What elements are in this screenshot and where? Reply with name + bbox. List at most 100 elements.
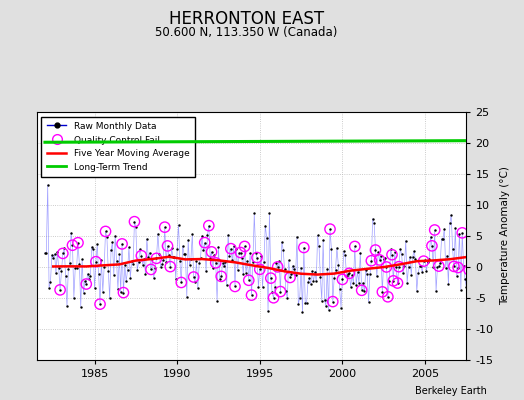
Point: [157, 264, 165, 270]
Point: [68, 242, 77, 248]
Point: [261, 222, 269, 229]
Point: [429, 264, 438, 270]
Point: [456, 286, 465, 293]
Point: [201, 240, 209, 246]
Point: [105, 295, 114, 302]
Point: [188, 231, 196, 237]
Point: [88, 244, 96, 250]
Point: [379, 256, 388, 262]
Point: [67, 230, 75, 236]
Point: [315, 242, 323, 249]
Point: [110, 272, 118, 278]
Point: [245, 277, 253, 284]
Point: [159, 257, 168, 263]
Point: [300, 244, 308, 251]
Point: [337, 304, 345, 311]
Point: [269, 294, 278, 301]
Point: [432, 288, 440, 294]
Point: [428, 243, 436, 249]
Point: [224, 232, 232, 238]
Point: [455, 230, 464, 237]
Point: [349, 280, 357, 286]
Point: [461, 276, 469, 282]
Point: [184, 237, 192, 244]
Point: [390, 249, 399, 256]
Point: [238, 255, 246, 262]
Point: [460, 263, 468, 269]
Point: [45, 284, 53, 291]
Point: [449, 246, 457, 252]
Point: [320, 296, 329, 303]
Point: [209, 265, 217, 272]
Point: [241, 243, 249, 250]
Point: [442, 264, 450, 271]
Point: [374, 249, 383, 255]
Point: [104, 268, 113, 274]
Point: [216, 276, 224, 282]
Point: [401, 237, 410, 244]
Point: [427, 233, 435, 240]
Point: [403, 279, 411, 286]
Point: [119, 290, 128, 296]
Point: [89, 246, 97, 252]
Point: [375, 257, 384, 263]
Point: [348, 272, 356, 278]
Point: [190, 274, 198, 280]
Point: [338, 276, 346, 282]
Point: [451, 225, 460, 231]
Point: [423, 258, 432, 265]
Point: [198, 232, 206, 239]
Point: [335, 286, 344, 292]
Point: [121, 262, 129, 268]
Point: [458, 230, 466, 236]
Point: [130, 218, 139, 225]
Point: [264, 308, 272, 314]
Point: [450, 263, 458, 270]
Point: [48, 252, 56, 258]
Point: [400, 263, 409, 269]
Point: [385, 278, 394, 284]
Point: [74, 240, 82, 246]
Point: [383, 264, 391, 270]
Point: [92, 258, 100, 265]
Text: 50.600 N, 113.350 W (Canada): 50.600 N, 113.350 W (Canada): [155, 26, 337, 39]
Point: [308, 268, 316, 274]
Point: [129, 261, 137, 267]
Point: [179, 243, 187, 249]
Point: [406, 254, 414, 260]
Point: [353, 268, 362, 275]
Point: [289, 262, 297, 269]
Point: [57, 268, 66, 274]
Point: [345, 270, 354, 276]
Point: [304, 279, 312, 286]
Point: [291, 272, 300, 279]
Point: [81, 278, 89, 285]
Point: [115, 251, 124, 258]
Point: [420, 258, 428, 264]
Point: [49, 255, 58, 262]
Point: [171, 276, 180, 282]
Point: [70, 294, 78, 301]
Point: [254, 284, 263, 290]
Point: [206, 254, 214, 261]
Point: [123, 267, 132, 273]
Y-axis label: Temperature Anomaly (°C): Temperature Anomaly (°C): [500, 166, 510, 306]
Point: [158, 261, 166, 267]
Point: [338, 276, 346, 282]
Point: [97, 257, 106, 263]
Point: [301, 300, 309, 306]
Point: [256, 266, 264, 272]
Point: [381, 255, 389, 261]
Point: [458, 230, 466, 236]
Point: [90, 285, 99, 291]
Point: [319, 236, 328, 243]
Point: [212, 260, 220, 266]
Point: [417, 263, 425, 270]
Point: [149, 275, 158, 281]
Point: [346, 284, 355, 290]
Point: [52, 270, 60, 277]
Point: [386, 246, 395, 252]
Point: [370, 219, 378, 226]
Point: [388, 252, 396, 258]
Point: [220, 263, 228, 269]
